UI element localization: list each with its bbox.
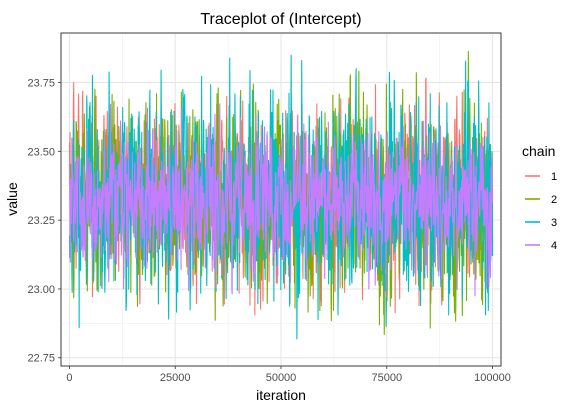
y-tick-label: 23.50 (27, 146, 55, 158)
x-tick-label: 100000 (474, 372, 511, 384)
legend-label-chain-3: 3 (551, 217, 557, 229)
x-tick-label: 0 (66, 372, 72, 384)
legend-label-chain-1: 1 (551, 171, 557, 183)
legend-label-chain-2: 2 (551, 194, 557, 206)
legend-title: chain (522, 143, 555, 159)
y-tick-label: 23.25 (27, 215, 55, 227)
series-line-chain-4 (68, 103, 494, 298)
x-tick-label: 25000 (160, 372, 191, 384)
x-tick-label: 50000 (266, 372, 297, 384)
x-tick-label: 75000 (371, 372, 402, 384)
y-axis-ticks: 22.75 23.00 23.25 23.50 23.75 (27, 78, 61, 365)
chart-title: Traceplot of (Intercept) (200, 11, 361, 28)
y-tick-label: 23.75 (27, 78, 55, 90)
legend-label-chain-4: 4 (551, 240, 557, 252)
y-axis-title: value (4, 182, 20, 216)
x-axis-ticks: 0 25000 50000 75000 100000 (66, 366, 511, 384)
legend: chain 1 2 3 4 (522, 143, 557, 252)
legend-items: 1 2 3 4 (525, 171, 557, 252)
series-lines (68, 50, 494, 340)
y-tick-label: 23.00 (27, 284, 55, 296)
x-axis-title: iteration (256, 387, 306, 403)
y-tick-label: 22.75 (27, 353, 55, 365)
